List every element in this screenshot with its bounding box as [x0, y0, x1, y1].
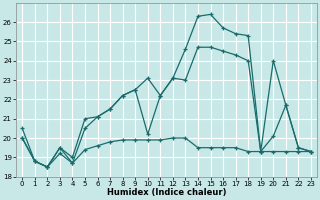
X-axis label: Humidex (Indice chaleur): Humidex (Indice chaleur)	[107, 188, 226, 197]
